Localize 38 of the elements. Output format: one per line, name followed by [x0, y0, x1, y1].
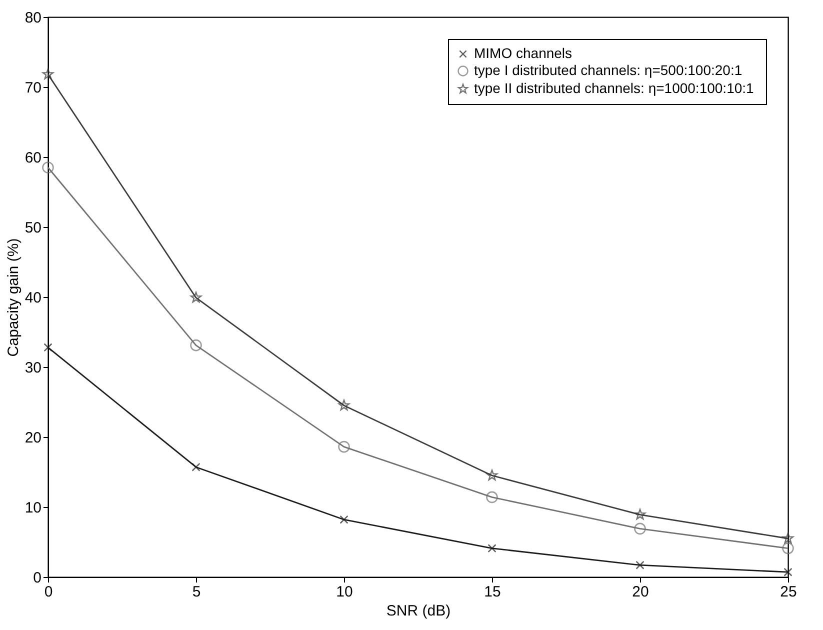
x-tick-label: 15: [484, 584, 501, 600]
point: [488, 544, 496, 553]
y-tick-label: 70: [24, 80, 42, 96]
point: [44, 343, 52, 352]
y-axis-title: Capacity gain (%): [4, 238, 22, 357]
legend-label: type II distributed channels: η=1000:100:10:1: [474, 80, 754, 96]
point: [634, 522, 646, 535]
y-tick-label: 10: [24, 500, 42, 516]
y-tick-label: 80: [24, 10, 42, 26]
point: [486, 470, 498, 480]
y-tick-label: 60: [24, 150, 42, 166]
legend-label: type I distributed channels: η=500:100:20:1: [474, 62, 742, 78]
y-tick-label: 40: [24, 290, 42, 306]
point: [338, 440, 350, 453]
y-tick-label: 20: [24, 430, 42, 446]
y-tick-label: 30: [24, 360, 42, 376]
x-tick-label: 0: [44, 584, 53, 600]
point: [782, 532, 794, 544]
point: [42, 162, 54, 174]
point: [338, 400, 350, 410]
point: [636, 560, 644, 570]
point: [42, 68, 54, 80]
point: [192, 462, 200, 472]
x-axis-title: SNR (dB): [386, 602, 451, 620]
point: [782, 542, 794, 554]
x-tick-label: 5: [192, 584, 201, 600]
point: [486, 491, 498, 504]
point: [634, 508, 646, 520]
x-tick-label: 25: [780, 584, 797, 600]
x-tick-label: 20: [632, 584, 649, 600]
y-tick-label: 50: [24, 220, 42, 236]
point: [190, 292, 202, 303]
point: [340, 515, 348, 524]
legend-label: MIMO channels: [474, 45, 572, 61]
x-tick-label: 10: [336, 584, 353, 600]
point: [784, 568, 792, 576]
point: [190, 339, 202, 352]
y-tick-label: 0: [33, 570, 42, 586]
